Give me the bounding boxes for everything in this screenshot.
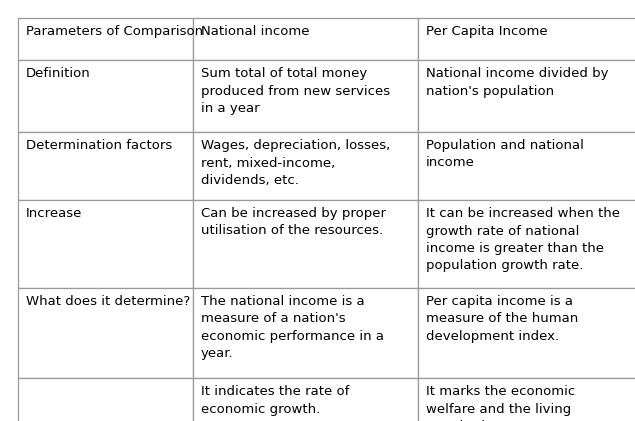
Bar bbox=[418, 132, 635, 200]
Text: Increase: Increase bbox=[26, 207, 83, 220]
Text: It indicates the rate of
economic growth.: It indicates the rate of economic growth… bbox=[201, 385, 349, 416]
Text: National income: National income bbox=[201, 25, 309, 38]
Text: Determination factors: Determination factors bbox=[26, 139, 172, 152]
Text: Per Capita Income: Per Capita Income bbox=[426, 25, 547, 38]
Bar bbox=[18, 378, 193, 421]
Text: Definition: Definition bbox=[26, 67, 91, 80]
Bar bbox=[18, 60, 193, 132]
Text: National income divided by
nation's population: National income divided by nation's popu… bbox=[426, 67, 608, 98]
Bar bbox=[193, 60, 418, 132]
Text: What does it determine?: What does it determine? bbox=[26, 295, 190, 308]
Text: It can be increased when the
growth rate of national
income is greater than the
: It can be increased when the growth rate… bbox=[426, 207, 620, 272]
Bar bbox=[193, 378, 418, 421]
Bar bbox=[193, 288, 418, 378]
Bar bbox=[418, 18, 635, 60]
Bar bbox=[418, 200, 635, 288]
Bar bbox=[418, 60, 635, 132]
Bar bbox=[193, 132, 418, 200]
Bar bbox=[418, 378, 635, 421]
Bar bbox=[193, 18, 418, 60]
Text: Sum total of total money
produced from new services
in a year: Sum total of total money produced from n… bbox=[201, 67, 390, 115]
Bar bbox=[418, 288, 635, 378]
Bar bbox=[18, 18, 193, 60]
Text: The national income is a
measure of a nation's
economic performance in a
year.: The national income is a measure of a na… bbox=[201, 295, 384, 360]
Bar bbox=[18, 200, 193, 288]
Text: Can be increased by proper
utilisation of the resources.: Can be increased by proper utilisation o… bbox=[201, 207, 386, 237]
Bar bbox=[18, 132, 193, 200]
Bar bbox=[18, 288, 193, 378]
Bar bbox=[193, 200, 418, 288]
Text: Parameters of Comparison: Parameters of Comparison bbox=[26, 25, 203, 38]
Text: Wages, depreciation, losses,
rent, mixed-income,
dividends, etc.: Wages, depreciation, losses, rent, mixed… bbox=[201, 139, 391, 187]
Text: Population and national
income: Population and national income bbox=[426, 139, 584, 170]
Text: It marks the economic
welfare and the living
standards: It marks the economic welfare and the li… bbox=[426, 385, 575, 421]
Text: Per capita income is a
measure of the human
development index.: Per capita income is a measure of the hu… bbox=[426, 295, 578, 343]
